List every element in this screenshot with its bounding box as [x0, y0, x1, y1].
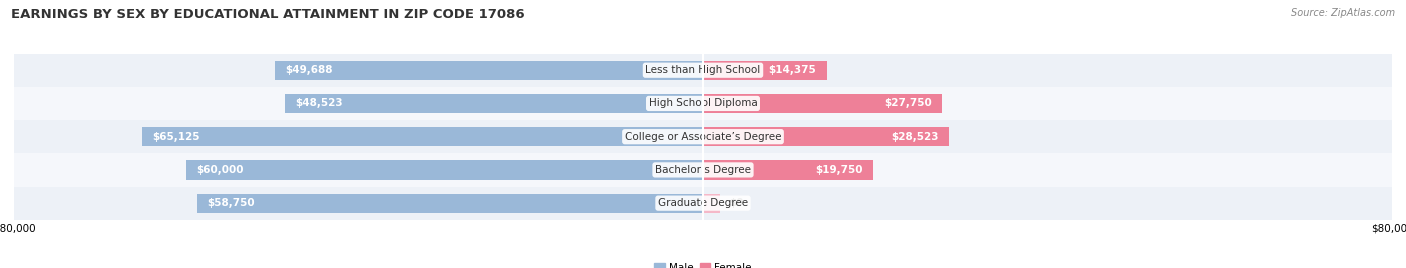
Legend: Male, Female: Male, Female: [654, 263, 752, 268]
Text: $28,523: $28,523: [891, 132, 938, 142]
Bar: [703, 193, 720, 213]
Bar: [14, 87, 1392, 120]
Text: Graduate Degree: Graduate Degree: [658, 198, 748, 208]
Bar: [14, 120, 1392, 153]
Text: College or Associate’s Degree: College or Associate’s Degree: [624, 132, 782, 142]
Text: $14,375: $14,375: [769, 65, 817, 75]
Bar: [276, 61, 703, 80]
Text: Bachelor’s Degree: Bachelor’s Degree: [655, 165, 751, 175]
Bar: [285, 94, 703, 113]
Bar: [197, 193, 703, 213]
Text: $60,000: $60,000: [197, 165, 245, 175]
Text: $48,523: $48,523: [295, 98, 343, 109]
Text: $65,125: $65,125: [152, 132, 200, 142]
Bar: [14, 153, 1392, 187]
Text: $49,688: $49,688: [285, 65, 333, 75]
Text: $0: $0: [728, 198, 744, 208]
Text: $58,750: $58,750: [208, 198, 254, 208]
Bar: [703, 61, 827, 80]
Bar: [142, 127, 703, 146]
Text: Source: ZipAtlas.com: Source: ZipAtlas.com: [1291, 8, 1395, 18]
Text: $19,750: $19,750: [815, 165, 863, 175]
Text: High School Diploma: High School Diploma: [648, 98, 758, 109]
Text: $27,750: $27,750: [884, 98, 932, 109]
Bar: [703, 160, 873, 180]
Bar: [14, 187, 1392, 220]
Text: Less than High School: Less than High School: [645, 65, 761, 75]
Bar: [14, 54, 1392, 87]
Text: EARNINGS BY SEX BY EDUCATIONAL ATTAINMENT IN ZIP CODE 17086: EARNINGS BY SEX BY EDUCATIONAL ATTAINMEN…: [11, 8, 524, 21]
Bar: [703, 94, 942, 113]
Bar: [186, 160, 703, 180]
Bar: [703, 127, 949, 146]
